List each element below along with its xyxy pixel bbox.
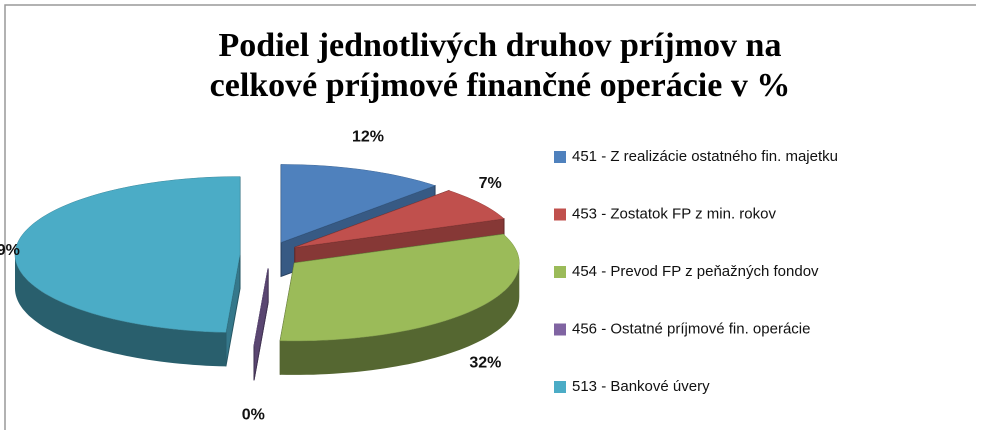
chart-title: Podiel jednotlivých druhov príjmov na — [219, 27, 782, 64]
pie-slice — [294, 190, 505, 248]
legend-label: 454 - Prevod FP z peňažných fondov — [572, 263, 819, 280]
pie-slice-side — [15, 254, 226, 367]
pie-slice — [279, 233, 520, 342]
chart-border — [4, 4, 976, 430]
data-label: 7% — [479, 175, 502, 192]
data-label: 32% — [469, 355, 501, 372]
pie-slice-group — [253, 268, 269, 381]
legend-swatch — [554, 266, 566, 278]
legend-swatch — [554, 208, 566, 221]
legend-label: 513 - Bankové úvery — [572, 378, 710, 395]
legend-swatch — [554, 151, 566, 163]
pie-slice-side — [253, 268, 269, 381]
legend-label: 451 - Z realizácie ostatného fin. majetk… — [572, 148, 838, 165]
legend-swatch — [554, 323, 566, 336]
pie-slice — [280, 164, 436, 243]
legend-label: 453 - Zostatok FP z min. rokov — [572, 205, 776, 222]
pie-slice-side — [280, 262, 520, 375]
chart-title: celkové príjmové finančné operácie v % — [210, 67, 791, 104]
data-label: 49% — [0, 242, 20, 259]
legend-swatch — [554, 381, 566, 393]
pie-slice — [14, 176, 241, 333]
pie-slice-group — [14, 176, 241, 367]
legend-label: 456 - Ostatné príjmové fin. operácie — [572, 320, 810, 337]
pie-slice — [253, 268, 269, 347]
data-label: 0% — [242, 407, 265, 424]
data-label: 12% — [352, 128, 384, 145]
pie-slice-group — [279, 233, 520, 375]
